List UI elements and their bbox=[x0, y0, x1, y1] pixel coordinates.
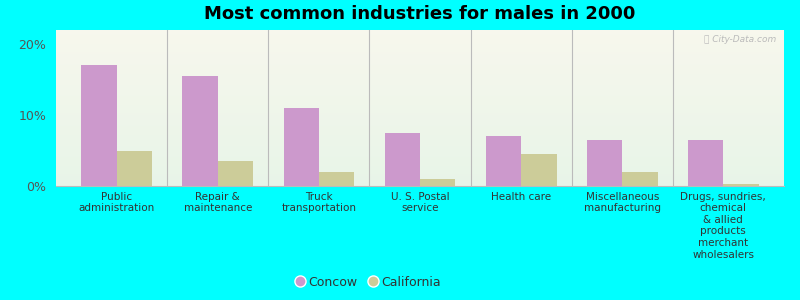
Text: Truck
transportation: Truck transportation bbox=[282, 192, 356, 213]
Bar bbox=[82, 65, 117, 186]
Bar bbox=[723, 184, 758, 186]
Legend: Concow, California: Concow, California bbox=[292, 271, 446, 294]
Bar bbox=[117, 151, 152, 186]
Text: Public
administration: Public administration bbox=[78, 192, 154, 213]
Bar bbox=[688, 140, 723, 186]
Text: ⓘ City-Data.com: ⓘ City-Data.com bbox=[705, 35, 777, 44]
Bar bbox=[521, 154, 557, 186]
Bar bbox=[385, 133, 420, 186]
Text: Repair &
maintenance: Repair & maintenance bbox=[183, 192, 252, 213]
Bar bbox=[218, 161, 253, 186]
Bar bbox=[182, 76, 218, 186]
Bar bbox=[283, 108, 319, 186]
Text: Health care: Health care bbox=[491, 192, 551, 202]
Text: U. S. Postal
service: U. S. Postal service bbox=[390, 192, 450, 213]
Bar bbox=[420, 179, 455, 186]
Text: Drugs, sundries,
chemical
& allied
products
merchant
wholesalers: Drugs, sundries, chemical & allied produ… bbox=[681, 192, 766, 260]
Title: Most common industries for males in 2000: Most common industries for males in 2000 bbox=[204, 5, 636, 23]
Bar bbox=[486, 136, 521, 186]
Bar bbox=[587, 140, 622, 186]
Text: Miscellaneous
manufacturing: Miscellaneous manufacturing bbox=[584, 192, 661, 213]
Bar bbox=[622, 172, 658, 186]
Bar bbox=[319, 172, 354, 186]
